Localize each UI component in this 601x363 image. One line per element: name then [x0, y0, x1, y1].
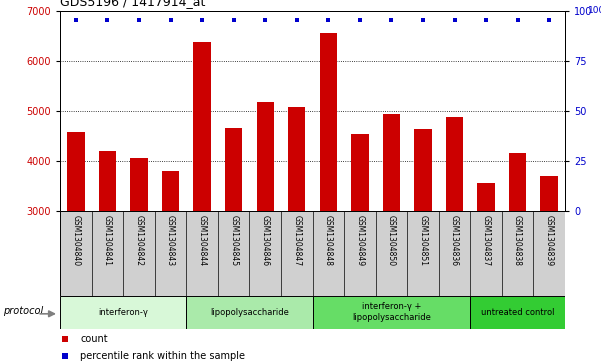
- Bar: [320, 33, 337, 211]
- Text: GDS5196 / 1417914_at: GDS5196 / 1417914_at: [60, 0, 206, 8]
- Text: percentile rank within the sample: percentile rank within the sample: [81, 351, 245, 362]
- Bar: [509, 153, 526, 211]
- Text: GSM1304836: GSM1304836: [450, 215, 459, 266]
- Bar: [67, 132, 85, 211]
- Text: count: count: [81, 334, 108, 344]
- Text: GSM1304840: GSM1304840: [72, 215, 81, 266]
- Text: GSM1304848: GSM1304848: [324, 215, 333, 266]
- Text: GSM1304849: GSM1304849: [355, 215, 364, 266]
- Bar: [194, 42, 211, 211]
- Text: interferon-γ +
lipopolysaccharide: interferon-γ + lipopolysaccharide: [352, 302, 431, 322]
- Text: interferon-γ: interferon-γ: [99, 308, 148, 317]
- Bar: [383, 114, 400, 211]
- Text: GSM1304841: GSM1304841: [103, 215, 112, 266]
- Bar: [446, 117, 463, 211]
- Bar: [186, 296, 313, 329]
- Text: untreated control: untreated control: [481, 308, 554, 317]
- Bar: [257, 102, 274, 211]
- Bar: [99, 151, 116, 211]
- Text: GSM1304842: GSM1304842: [135, 215, 144, 266]
- Text: GSM1304843: GSM1304843: [166, 215, 175, 266]
- Text: GSM1304850: GSM1304850: [387, 215, 396, 266]
- Text: GSM1304839: GSM1304839: [545, 215, 554, 266]
- Text: 100%: 100%: [588, 7, 601, 15]
- Bar: [477, 183, 495, 211]
- Bar: [313, 296, 470, 329]
- Text: lipopolysaccharide: lipopolysaccharide: [210, 308, 289, 317]
- Bar: [540, 176, 558, 211]
- Text: GSM1304845: GSM1304845: [229, 215, 238, 266]
- Text: GSM1304844: GSM1304844: [198, 215, 207, 266]
- Text: GSM1304847: GSM1304847: [292, 215, 301, 266]
- Text: GSM1304838: GSM1304838: [513, 215, 522, 266]
- Text: protocol: protocol: [3, 306, 43, 315]
- Bar: [351, 134, 368, 211]
- Bar: [288, 107, 305, 211]
- Bar: [60, 296, 186, 329]
- Bar: [414, 129, 432, 211]
- Bar: [162, 171, 179, 211]
- Bar: [470, 296, 565, 329]
- Bar: [130, 158, 148, 211]
- Text: GSM1304846: GSM1304846: [261, 215, 270, 266]
- Text: GSM1304837: GSM1304837: [481, 215, 490, 266]
- Bar: [225, 128, 242, 211]
- Text: GSM1304851: GSM1304851: [418, 215, 427, 266]
